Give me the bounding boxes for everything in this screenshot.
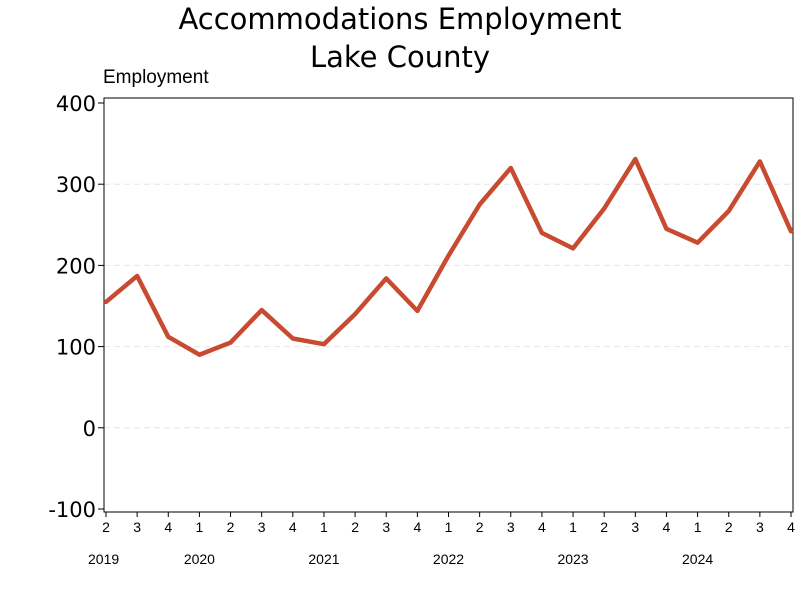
x-tick-label: 2 bbox=[600, 519, 608, 535]
x-tick-label: 4 bbox=[663, 519, 671, 535]
x-tick-label: 2 bbox=[476, 519, 484, 535]
x-tick-label: 4 bbox=[787, 519, 795, 535]
x-tick-label: 3 bbox=[631, 519, 639, 535]
x-tick-label: 3 bbox=[756, 519, 764, 535]
x-tick-label: 3 bbox=[507, 519, 515, 535]
series-line bbox=[103, 156, 794, 357]
x-tick-label: 2 bbox=[102, 519, 110, 535]
x-tick-label: 4 bbox=[164, 519, 172, 535]
x-tick-label: 2 bbox=[351, 519, 359, 535]
y-tick-label: 300 bbox=[56, 173, 96, 197]
y-axis: -100 0 100 200 300 400 bbox=[48, 92, 104, 522]
x-tick-label: 1 bbox=[569, 519, 577, 535]
x-tick-label: 1 bbox=[694, 519, 702, 535]
x-year-label: 2024 bbox=[682, 551, 713, 567]
chart-subtitle: Lake County bbox=[309, 40, 491, 74]
x-tick-label: 4 bbox=[538, 519, 546, 535]
x-tick-label: 2 bbox=[227, 519, 235, 535]
x-year-label: 2021 bbox=[308, 551, 339, 567]
x-tick-label: 1 bbox=[445, 519, 453, 535]
x-tick-label: 3 bbox=[382, 519, 390, 535]
y-tick-label: 200 bbox=[56, 254, 96, 278]
x-tick-label: 2 bbox=[725, 519, 733, 535]
y-axis-label: Employment bbox=[103, 67, 209, 88]
x-year-label: 2020 bbox=[184, 551, 215, 567]
x-tick-label: 3 bbox=[133, 519, 141, 535]
x-year-label: 2022 bbox=[433, 551, 464, 567]
x-tick-label: 4 bbox=[289, 519, 297, 535]
y-tick-label: 0 bbox=[83, 417, 96, 441]
plot-frame bbox=[103, 97, 794, 513]
gridlines bbox=[104, 183, 793, 429]
y-tick-label: -100 bbox=[48, 498, 96, 522]
series-layer bbox=[103, 156, 794, 357]
x-tick-label: 1 bbox=[196, 519, 204, 535]
y-tick-label: 100 bbox=[56, 336, 96, 360]
x-year-label: 2023 bbox=[557, 551, 588, 567]
y-tick-label: 400 bbox=[56, 92, 96, 116]
x-year-label: 2019 bbox=[88, 551, 119, 567]
x-axis: 2 3 4 1 2 3 4 1 2 3 4 1 2 3 4 1 2 3 4 1 2 3 4 2019 2020 2021 2022 2… bbox=[88, 512, 795, 567]
x-tick-label: 4 bbox=[413, 519, 421, 535]
x-tick-label: 1 bbox=[320, 519, 328, 535]
x-tick-label: 3 bbox=[258, 519, 266, 535]
chart-title: Accommodations Employment bbox=[178, 2, 622, 36]
